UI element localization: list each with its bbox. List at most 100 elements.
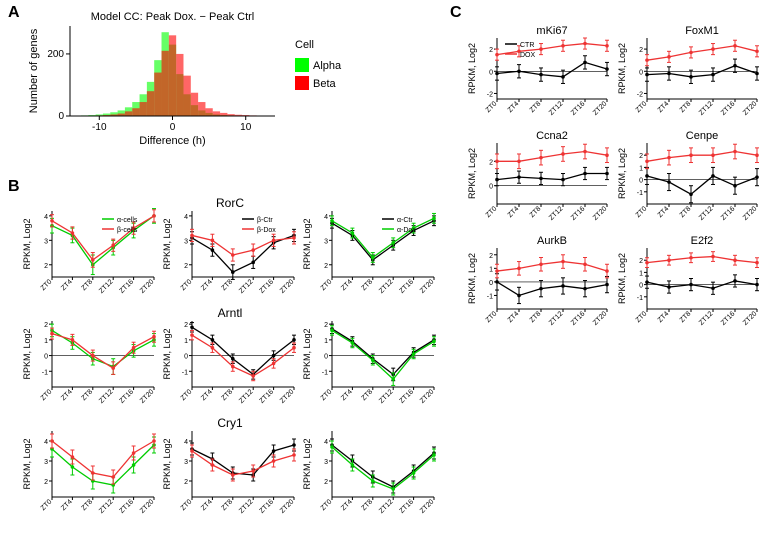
- svg-text:ZT20: ZT20: [419, 278, 436, 295]
- panel-a-label: A: [8, 4, 20, 22]
- svg-text:Difference (h): Difference (h): [139, 135, 205, 147]
- svg-text:0: 0: [170, 122, 176, 133]
- svg-text:ZT4: ZT4: [340, 278, 354, 292]
- svg-text:ZT16: ZT16: [259, 498, 276, 515]
- svg-text:-1: -1: [182, 369, 188, 376]
- svg-text:RPKM, Log2: RPKM, Log2: [22, 328, 32, 379]
- svg-text:Arntl: Arntl: [218, 306, 243, 320]
- svg-text:ZT0: ZT0: [320, 388, 334, 402]
- svg-text:ZT0: ZT0: [485, 310, 499, 324]
- svg-text:ZT8: ZT8: [80, 498, 94, 512]
- svg-text:RPKM, Log2: RPKM, Log2: [302, 438, 312, 489]
- svg-text:ZT12: ZT12: [548, 310, 565, 327]
- svg-text:α-Ctr: α-Ctr: [397, 217, 413, 224]
- svg-text:2: 2: [184, 263, 188, 270]
- svg-text:ZT12: ZT12: [698, 100, 715, 117]
- svg-text:mKi67: mKi67: [536, 25, 567, 37]
- svg-text:1: 1: [324, 338, 328, 345]
- svg-text:RorC: RorC: [216, 196, 244, 210]
- svg-text:ZT0: ZT0: [485, 205, 499, 219]
- svg-text:2: 2: [44, 263, 48, 270]
- svg-text:-1: -1: [322, 369, 328, 376]
- svg-text:1: 1: [639, 270, 643, 277]
- svg-text:ZT20: ZT20: [139, 278, 156, 295]
- svg-text:ZT8: ZT8: [529, 100, 543, 114]
- svg-text:2: 2: [639, 47, 643, 54]
- svg-text:ZT0: ZT0: [180, 498, 194, 512]
- svg-text:ZT12: ZT12: [698, 205, 715, 222]
- svg-text:RPKM, Log2: RPKM, Log2: [22, 438, 32, 489]
- svg-text:FoxM1: FoxM1: [685, 25, 719, 37]
- svg-text:2: 2: [44, 479, 48, 486]
- svg-text:0: 0: [44, 354, 48, 361]
- svg-text:ZT8: ZT8: [360, 498, 374, 512]
- svg-text:2: 2: [489, 159, 493, 166]
- svg-text:ZT20: ZT20: [742, 310, 759, 327]
- svg-text:ZT0: ZT0: [635, 100, 649, 114]
- svg-text:ZT0: ZT0: [40, 388, 54, 402]
- svg-text:2: 2: [324, 322, 328, 329]
- svg-text:ZT20: ZT20: [279, 498, 296, 515]
- svg-text:ZT16: ZT16: [399, 388, 416, 405]
- svg-text:ZT0: ZT0: [635, 310, 649, 324]
- svg-text:β-Ctr: β-Ctr: [257, 217, 273, 224]
- svg-text:ZT0: ZT0: [180, 388, 194, 402]
- svg-text:ZT4: ZT4: [657, 205, 671, 219]
- svg-text:-1: -1: [42, 369, 48, 376]
- svg-text:4: 4: [44, 214, 48, 221]
- svg-text:ZT0: ZT0: [180, 278, 194, 292]
- svg-text:3: 3: [44, 459, 48, 466]
- svg-text:0: 0: [639, 178, 643, 185]
- svg-text:Cry1: Cry1: [217, 416, 243, 430]
- svg-text:-1: -1: [487, 293, 493, 300]
- svg-text:ZT12: ZT12: [548, 100, 565, 117]
- svg-text:ZT20: ZT20: [592, 205, 609, 222]
- svg-text:ZT8: ZT8: [529, 205, 543, 219]
- svg-text:AurkB: AurkB: [537, 235, 567, 247]
- svg-text:ZT4: ZT4: [657, 100, 671, 114]
- svg-text:ZT20: ZT20: [742, 100, 759, 117]
- svg-text:2: 2: [44, 322, 48, 329]
- svg-text:RPKM, Log2: RPKM, Log2: [617, 148, 627, 199]
- svg-text:ZT20: ZT20: [139, 388, 156, 405]
- svg-text:2: 2: [184, 479, 188, 486]
- svg-text:0: 0: [324, 354, 328, 361]
- svg-text:0: 0: [489, 184, 493, 191]
- svg-text:ZT8: ZT8: [679, 205, 693, 219]
- svg-text:RPKM, Log2: RPKM, Log2: [302, 218, 312, 269]
- svg-text:Cell: Cell: [295, 39, 314, 51]
- svg-text:2: 2: [639, 258, 643, 265]
- svg-text:ZT16: ZT16: [259, 388, 276, 405]
- svg-text:0: 0: [489, 69, 493, 76]
- svg-text:ZT8: ZT8: [679, 100, 693, 114]
- svg-text:ZT12: ZT12: [698, 310, 715, 327]
- svg-text:ZT12: ZT12: [98, 278, 115, 295]
- svg-text:Beta: Beta: [313, 78, 337, 90]
- svg-text:RPKM, Log2: RPKM, Log2: [162, 438, 172, 489]
- svg-text:10: 10: [240, 122, 252, 133]
- svg-text:4: 4: [184, 214, 188, 221]
- svg-text:ZT12: ZT12: [378, 388, 395, 405]
- svg-text:ZT8: ZT8: [529, 310, 543, 324]
- svg-text:-10: -10: [92, 122, 107, 133]
- svg-text:ZT16: ZT16: [259, 278, 276, 295]
- svg-text:ZT8: ZT8: [360, 388, 374, 402]
- svg-text:Alpha: Alpha: [313, 60, 342, 72]
- svg-text:ZT20: ZT20: [742, 205, 759, 222]
- svg-text:β-cells: β-cells: [117, 227, 138, 234]
- svg-text:RPKM, Log2: RPKM, Log2: [467, 253, 477, 304]
- svg-text:E2f2: E2f2: [691, 235, 714, 247]
- svg-text:DOX: DOX: [520, 52, 536, 59]
- svg-text:ZT0: ZT0: [320, 498, 334, 512]
- svg-text:3: 3: [324, 238, 328, 245]
- svg-text:ZT20: ZT20: [419, 498, 436, 515]
- svg-text:RPKM, Log2: RPKM, Log2: [162, 218, 172, 269]
- svg-text:4: 4: [44, 439, 48, 446]
- svg-text:ZT20: ZT20: [592, 310, 609, 327]
- svg-text:ZT0: ZT0: [320, 278, 334, 292]
- svg-text:RPKM, Log2: RPKM, Log2: [302, 328, 312, 379]
- svg-text:ZT4: ZT4: [507, 310, 521, 324]
- svg-text:ZT4: ZT4: [200, 388, 214, 402]
- svg-text:2: 2: [324, 479, 328, 486]
- svg-text:4: 4: [184, 439, 188, 446]
